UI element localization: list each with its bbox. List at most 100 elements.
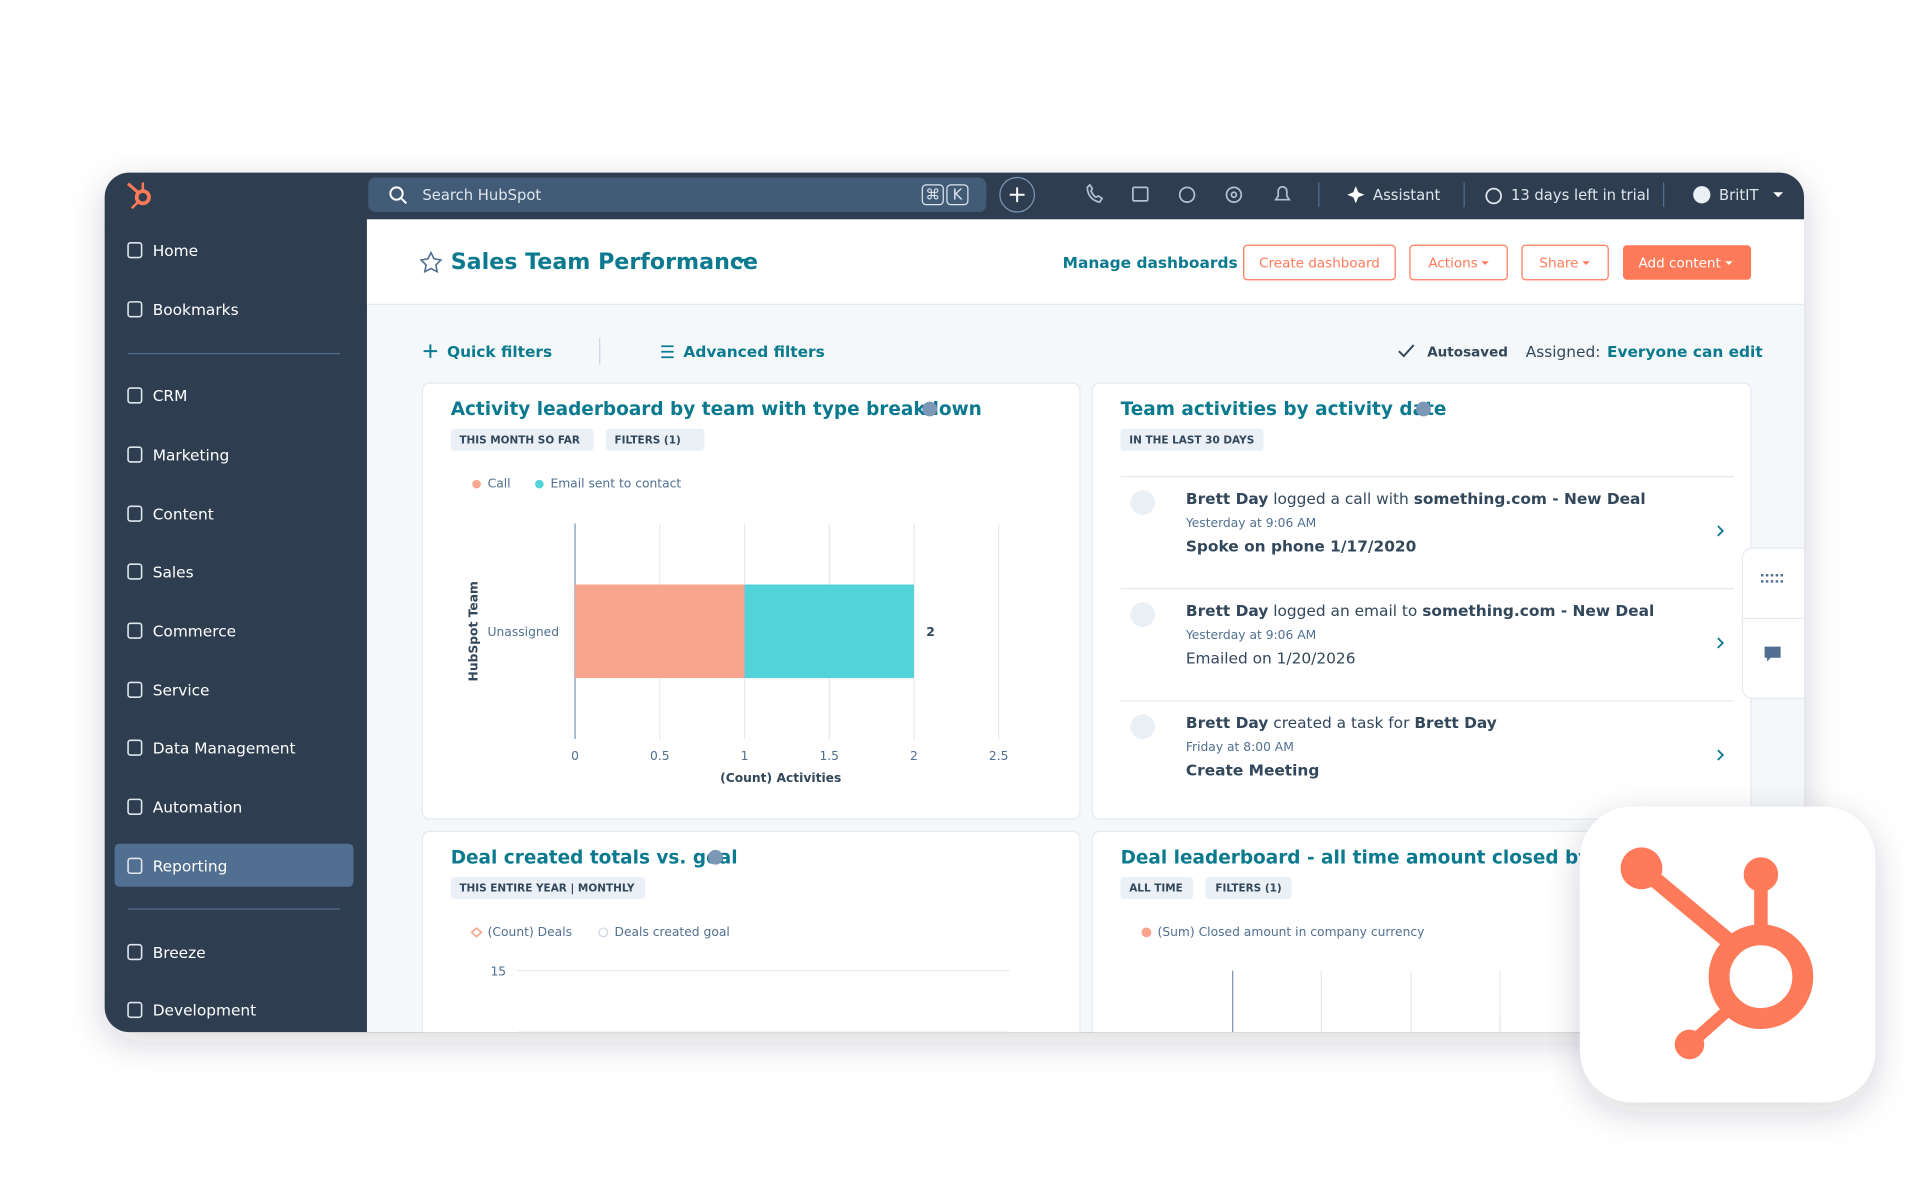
nav-icon xyxy=(127,241,143,259)
activity-time: Yesterday at 9:06 AM xyxy=(1185,628,1316,642)
tag xyxy=(605,428,705,451)
plus-icon xyxy=(423,344,438,358)
nav-active xyxy=(114,843,354,887)
tag xyxy=(450,876,646,900)
search-icon xyxy=(389,186,404,201)
activity-summary: Brett Day logged an email to something.com… xyxy=(1186,601,1654,619)
autosaved: Autosaved xyxy=(1427,344,1508,360)
nav-item[interactable]: Content xyxy=(153,505,214,523)
button[interactable] xyxy=(1521,244,1609,281)
x-tick-label: 1 xyxy=(741,749,749,763)
nav-icon xyxy=(127,943,143,961)
nav-item[interactable]: Bookmarks xyxy=(153,301,239,319)
info-icon[interactable] xyxy=(1416,401,1431,417)
button-primary[interactable] xyxy=(1622,245,1752,280)
nav-item[interactable]: Breeze xyxy=(153,944,206,962)
verb: logged a call with xyxy=(1273,489,1409,507)
shortcut-key xyxy=(921,184,944,206)
tag-label: FILTERS (1) xyxy=(1215,883,1281,895)
dashboard-title[interactable]: Sales Team Performance xyxy=(451,249,758,275)
timer-icon xyxy=(1485,187,1502,205)
advanced-filters[interactable]: Advanced filters xyxy=(683,343,824,361)
title-caret xyxy=(736,258,747,264)
grid-icon[interactable] xyxy=(1760,574,1784,583)
activity-time: Yesterday at 9:06 AM xyxy=(1185,516,1316,530)
chevron[interactable] xyxy=(1717,637,1725,649)
nav-icon xyxy=(127,505,143,522)
nav-item[interactable]: Marketing xyxy=(153,446,230,464)
button-label: Create dashboard xyxy=(1259,256,1380,272)
activity-time: Friday at 8:00 AM xyxy=(1186,740,1294,754)
manage-dashboards[interactable]: Manage dashboards xyxy=(1063,254,1238,272)
nav-item[interactable]: Home xyxy=(153,242,198,260)
button[interactable] xyxy=(1409,244,1508,281)
chevron[interactable] xyxy=(1717,525,1725,537)
x-tick-label: 0 xyxy=(571,749,579,763)
avatar xyxy=(1130,714,1156,740)
tag xyxy=(1120,876,1194,900)
nav-item[interactable]: Reporting xyxy=(153,858,228,876)
target[interactable]: Brett Day xyxy=(1414,714,1496,732)
nav-item[interactable]: Commerce xyxy=(153,622,236,640)
nav-icon xyxy=(127,387,143,404)
actor[interactable]: Brett Day xyxy=(1186,489,1268,507)
x-tick-label: 2.5 xyxy=(989,749,1009,763)
verb: logged an email to xyxy=(1273,601,1417,619)
search-placeholder: Search HubSpot xyxy=(422,187,541,204)
nav-icon xyxy=(127,301,143,318)
assigned-label: Assigned: xyxy=(1526,343,1601,361)
create-button[interactable] xyxy=(999,176,1036,213)
y-tick-label: 15 xyxy=(490,964,506,978)
assigned-value[interactable]: Everyone can edit xyxy=(1607,343,1763,361)
verb: created a task for xyxy=(1273,714,1410,732)
quick-filters[interactable]: Quick filters xyxy=(447,343,552,361)
legend-swatch xyxy=(472,479,481,489)
nav-item[interactable]: Sales xyxy=(153,563,194,581)
trial[interactable]: 13 days left in trial xyxy=(1511,187,1650,204)
nav-icon xyxy=(127,563,143,580)
card-title: Deal created totals vs. goal xyxy=(451,847,738,868)
tag-label: IN THE LAST 30 DAYS xyxy=(1129,434,1254,446)
side-panel xyxy=(1741,547,1805,700)
tag-label: ALL TIME xyxy=(1129,883,1183,895)
legend-label: (Count) Deals xyxy=(488,925,572,939)
target[interactable]: something.com - New Deal xyxy=(1414,489,1646,507)
legend-label: Call xyxy=(488,477,511,491)
favorite-star[interactable] xyxy=(419,250,443,274)
legend-label: (Sum) Closed amount in company currency xyxy=(1158,925,1425,939)
actor[interactable]: Brett Day xyxy=(1186,714,1268,732)
assistant[interactable]: Assistant xyxy=(1373,187,1440,204)
avatar xyxy=(1693,186,1711,204)
legend-label: Email sent to contact xyxy=(550,477,681,491)
nav-item[interactable]: Development xyxy=(153,1002,257,1020)
chevron[interactable] xyxy=(1717,749,1725,761)
legend-symbol xyxy=(598,927,609,938)
nav-item[interactable]: Automation xyxy=(153,798,243,816)
app-icon-sprocket xyxy=(1620,847,1814,1060)
legend-symbol xyxy=(1141,927,1152,938)
actor[interactable]: Brett Day xyxy=(1186,601,1268,619)
nav-item[interactable]: Data Management xyxy=(153,739,296,757)
shortcut-key-label: ⌘ xyxy=(925,186,940,203)
caret xyxy=(1481,261,1489,265)
x-tick-label: 2 xyxy=(910,749,918,763)
shortcut-key-label: K xyxy=(953,186,963,203)
button[interactable] xyxy=(1243,244,1396,281)
info-icon[interactable] xyxy=(708,849,723,865)
search-bar[interactable] xyxy=(368,177,987,212)
legend-swatch xyxy=(535,479,544,489)
nav-icon xyxy=(127,446,143,463)
target[interactable]: something.com - New Deal xyxy=(1422,601,1654,619)
nav-icon xyxy=(127,622,143,639)
topbar-icons[interactable] xyxy=(1086,183,1291,204)
caret xyxy=(1582,261,1590,265)
nav-item[interactable]: CRM xyxy=(153,387,188,405)
tag xyxy=(1120,428,1264,451)
user-name[interactable]: BritIT xyxy=(1719,187,1759,204)
nav-icon xyxy=(127,857,143,875)
nav-item[interactable]: Service xyxy=(153,682,210,700)
info-icon[interactable] xyxy=(922,401,938,417)
x-axis-label: (Count) Activities xyxy=(720,771,841,785)
